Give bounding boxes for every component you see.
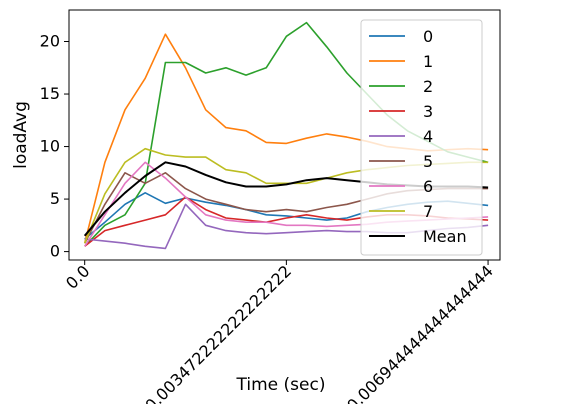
legend-label-7: 7 [423,202,433,221]
legend-label-0: 0 [423,27,433,46]
x-tick-label: 0.0 [62,261,93,292]
x-axis-label: Time (sec) [236,375,326,395]
legend-label-2: 2 [423,77,433,96]
legend-label-6: 6 [423,177,433,196]
y-tick-label: 5 [50,189,60,208]
legend-box [360,19,483,256]
y-tick-label: 0 [50,242,60,261]
x-tick-label: 0.006944444444444444 [343,261,497,404]
y-axis-label: loadAvg [11,101,31,169]
legend-label-4: 4 [423,127,433,146]
plot-frame [68,9,501,261]
y-tick-label: 10 [40,137,60,156]
legend-label-mean: Mean [423,227,467,246]
legend-label-1: 1 [423,52,433,71]
legend-label-5: 5 [423,152,433,171]
legend-label-3: 3 [423,102,433,121]
y-tick-label: 15 [40,84,60,103]
y-tick-label: 20 [40,32,60,51]
